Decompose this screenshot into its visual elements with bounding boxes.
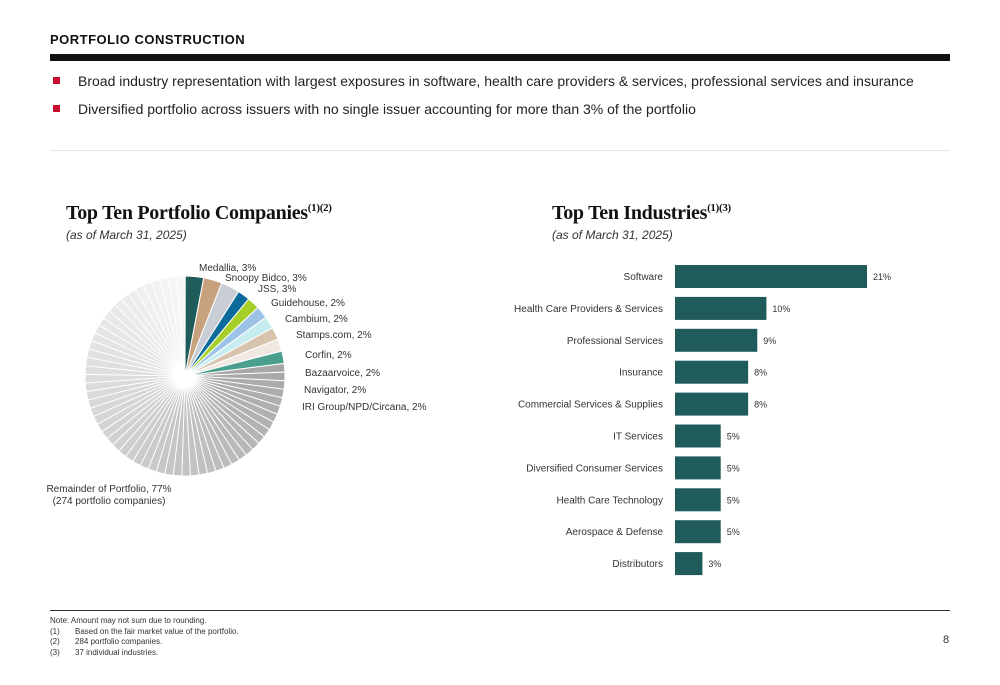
bar-title-text: Top Ten Industries (552, 202, 708, 224)
bar-value-label: 5% (727, 495, 740, 505)
footnote-text: 284 portfolio companies. (75, 637, 163, 646)
bar-category-label: Insurance (619, 368, 663, 379)
bullet-item: Broad industry representation with large… (50, 72, 950, 100)
footnote-item: (1) Based on the fair market value of the… (50, 627, 239, 638)
pie-remainder-sublabel: (274 portfolio companies) (53, 496, 166, 507)
bar-chart-title: Top Ten Industries(1)(3) (552, 202, 731, 225)
bar-category-label: Health Care Technology (556, 495, 663, 506)
footnote-number: (1) (50, 626, 60, 636)
bar-chart-subtitle: (as of March 31, 2025) (552, 228, 673, 242)
bar-value-label: 9% (763, 336, 776, 346)
bar (675, 360, 749, 384)
bar-value-label: 8% (754, 400, 767, 410)
bar-category-label: Professional Services (567, 336, 663, 347)
bar-value-label: 5% (727, 463, 740, 473)
bar (675, 456, 721, 480)
bullet-item: Diversified portfolio across issuers wit… (50, 100, 950, 128)
bar-category-label: Health Care Providers & Services (514, 304, 663, 315)
bar-value-label: 10% (772, 304, 790, 314)
bar-category-label: Distributors (612, 559, 663, 570)
bar (675, 552, 703, 576)
bar-value-label: 21% (873, 272, 891, 282)
bar-value-label: 8% (754, 368, 767, 378)
bar (675, 265, 867, 288)
bar-value-label: 5% (727, 432, 740, 442)
pie-slice-remainder (175, 275, 186, 377)
bar (675, 488, 721, 512)
pie-slice-label: Snoopy Bidco, 3% (225, 273, 307, 284)
pie-chart: Medallia, 3%Snoopy Bidco, 3%JSS, 3% Guide… (46, 263, 427, 507)
bar-value-label: 3% (708, 559, 721, 569)
title-bar (50, 54, 950, 61)
pie-slice-label: Guidehouse, 2% (271, 298, 345, 309)
pie-slice-label: JSS, 3% (258, 284, 296, 295)
pie-slice-label: Navigator, 2% (304, 385, 366, 396)
footnote-text: Based on the fair market value of the po… (75, 626, 239, 636)
bar (675, 328, 758, 352)
bar (675, 424, 721, 448)
pie-slice-label: Corfin, 2% (305, 350, 352, 361)
pie-remainder-label: Remainder of Portfolio, 77% (46, 484, 171, 495)
bullet-square-icon (53, 77, 60, 84)
bullet-list: Broad industry representation with large… (50, 72, 950, 128)
footnote-text: 37 individual industries. (75, 647, 159, 657)
pie-slice-label: Medallia, 3% (199, 263, 256, 274)
footnote-number: (2) (50, 637, 60, 646)
footnote-note: Note: Amount may not sum due to rounding… (50, 616, 207, 625)
footnotes: Note: Amount may not sum due to rounding… (50, 616, 239, 658)
bar-chart: Software 21% Health Care Providers & Servi… (514, 265, 891, 576)
footnote-item: (3) 37 individual industries. (50, 648, 239, 659)
footer-divider (50, 610, 950, 611)
page-number: 8 (943, 634, 950, 646)
bar-value-label: 5% (727, 527, 740, 537)
page-title: PORTFOLIO CONSTRUCTION (50, 32, 246, 47)
pie-chart-title: Top Ten Portfolio Companies(1)(2) (66, 202, 332, 225)
bullet-text: Diversified portfolio across issuers wit… (78, 101, 696, 117)
bar-category-label: Software (624, 272, 664, 283)
pie-title-footnote: (1)(2) (307, 202, 332, 214)
pie-chart-subtitle: (as of March 31, 2025) (66, 228, 187, 242)
bullet-square-icon (53, 105, 60, 112)
pie-slice-label: IRI Group/NPD/Circana, 2% (302, 402, 427, 413)
pie-slice-label: Stamps.com, 2% (296, 330, 372, 341)
section-divider (50, 150, 950, 151)
pie-slice-label: Cambium, 2% (285, 314, 348, 325)
bar-category-label: Commercial Services & Supplies (518, 400, 663, 411)
bar (675, 392, 749, 416)
footnote-number: (3) (50, 647, 60, 657)
bullet-text: Broad industry representation with large… (78, 73, 914, 89)
bar-category-label: Diversified Consumer Services (526, 463, 663, 474)
bar-category-label: Aerospace & Defense (566, 527, 664, 538)
pie-title-text: Top Ten Portfolio Companies (66, 202, 308, 224)
footnote-item: (2) 284 portfolio companies. (50, 637, 239, 648)
bar (675, 520, 721, 544)
pie-slice-label: Bazaarvoice, 2% (305, 368, 380, 379)
bar-title-footnote: (1)(3) (707, 202, 731, 214)
bar (675, 296, 767, 320)
bar-category-label: IT Services (613, 432, 663, 443)
